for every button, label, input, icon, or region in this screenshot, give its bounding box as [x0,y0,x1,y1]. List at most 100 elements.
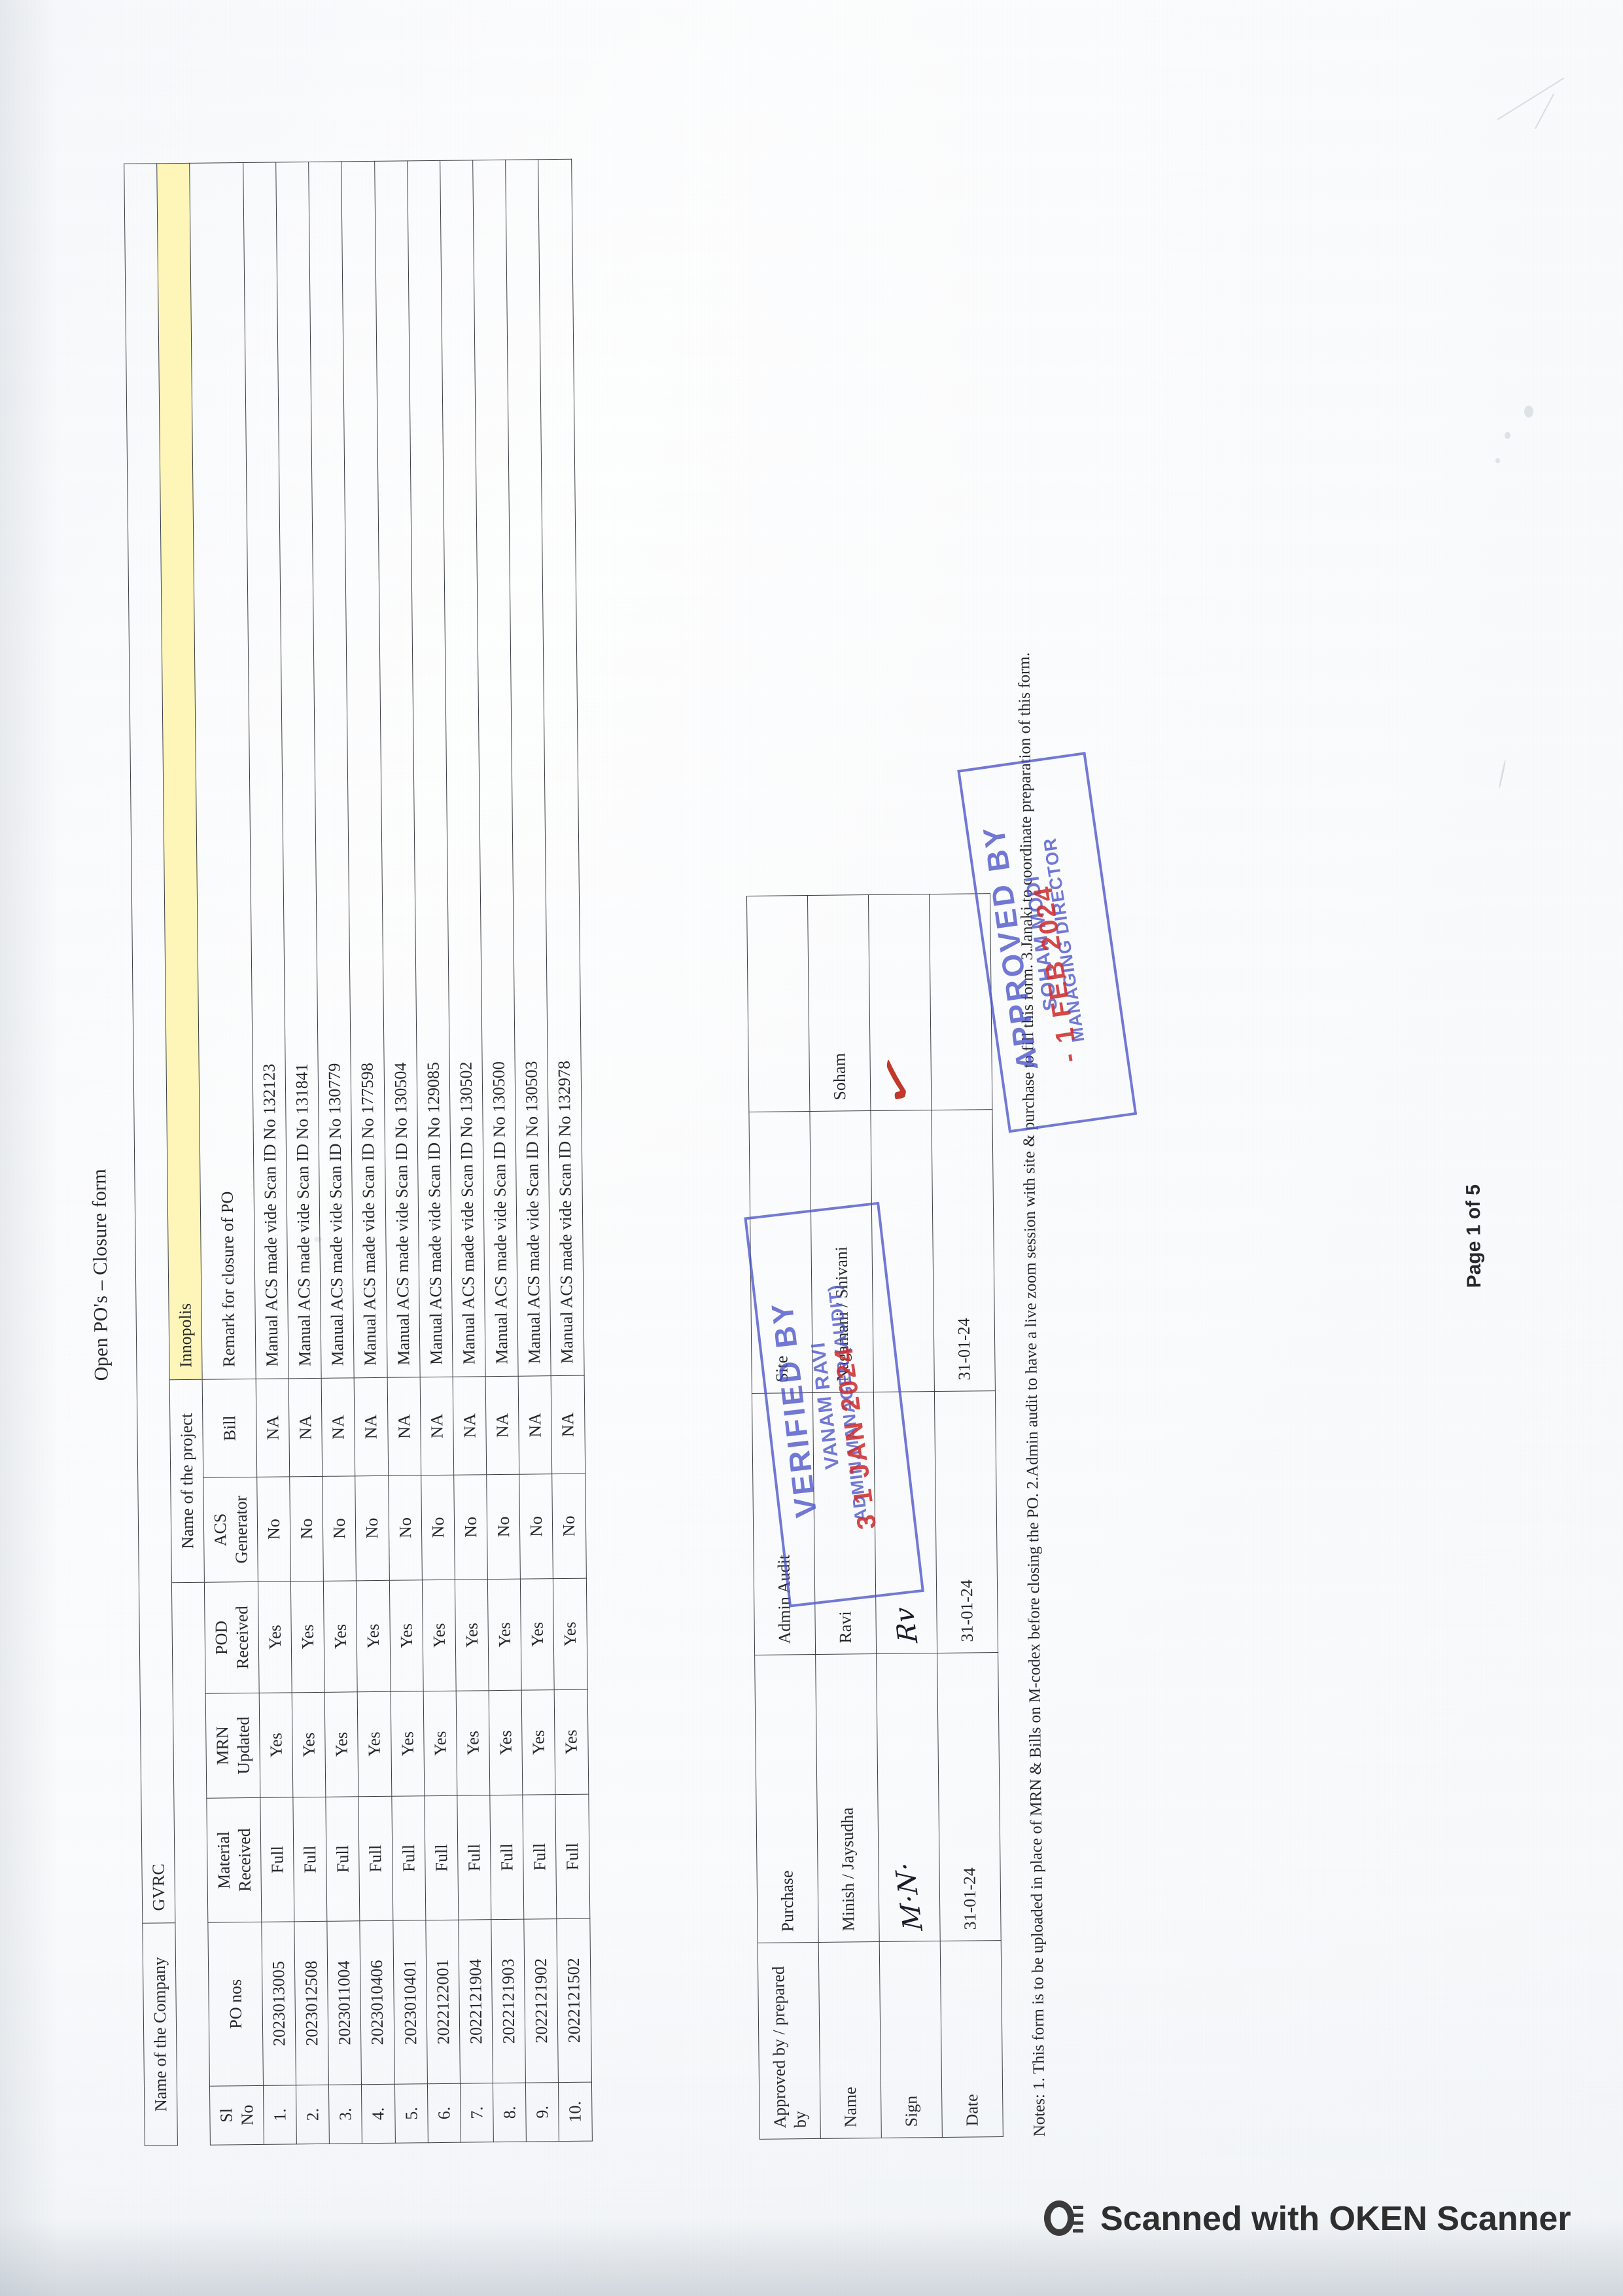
cell-po: 2022121903 [491,1919,526,2083]
cell-po: 2023010401 [393,1920,428,2085]
scanner-watermark-text: Scanned with OKEN Scanner [1100,2200,1571,2238]
cell-pod: Yes [323,1580,358,1693]
signature-header-prepared-by: Approved by / prepared by [758,1942,821,2140]
cell-pod: Yes [455,1579,489,1691]
signature-cell-site: 31-01-24 [931,1109,996,1392]
page-title: Open PO's – Closure form [88,1168,113,1381]
cell-acs: No [322,1475,357,1581]
col-header-mrn-line2: Updated [233,1716,253,1775]
closure-form-sheet: Open PO's – Closure form Page 1 of 5 Nam… [38,63,1584,2232]
cell-acs: No [256,1476,291,1582]
cell-po: 2023010406 [360,1920,394,2085]
cell-acs: No [388,1475,423,1581]
cell-pod: Yes [520,1578,555,1691]
company-label-cell: Name of the Company [142,1922,178,2146]
cell-material: Full [555,1794,590,1919]
cell-po: 2023013005 [261,1921,296,2086]
scan-speck [1505,432,1510,439]
cell-po: 2022122001 [425,1920,461,2084]
cell-sl: 9. [525,2082,559,2142]
cell-bill: NA [485,1376,519,1475]
oken-logo-icon [1044,2199,1083,2238]
cell-pod: Yes [422,1580,457,1691]
cell-pod: Yes [389,1580,423,1692]
cell-bill: NA [453,1376,487,1475]
cell-bill: NA [518,1375,553,1475]
cell-mrn: Yes [258,1692,293,1798]
col-header-pod: POD Received [204,1581,259,1694]
signature-cell-purchase-handwriting: M·N· [889,1861,930,1932]
col-header-po: PO nos [208,1922,264,2087]
cell-material: Full [325,1796,360,1922]
cell-material: Full [523,1794,557,1920]
cell-mrn: Yes [456,1690,490,1796]
cell-sl: 6. [427,2083,461,2143]
cell-bill: NA [551,1375,585,1474]
cell-bill: NA [419,1377,454,1475]
cell-acs: No [421,1475,455,1580]
cell-acs: No [453,1474,488,1580]
cell-po: 2023011004 [326,1920,362,2085]
cell-pod: Yes [553,1578,587,1690]
cell-pod: Yes [290,1581,325,1693]
cell-sl: 3. [328,2084,362,2144]
cell-bill: NA [387,1377,421,1476]
signature-cell-admin-audit: 31-01-24 [934,1390,998,1653]
po-closure-table: Name of the Company GVRC Name of the pro… [124,159,593,2146]
signature-cell-admin-audit-handwriting: Rv [888,1606,924,1644]
cell-sl: 5. [394,2083,428,2144]
cell-pod: Yes [356,1580,391,1692]
col-header-material-line2: Received [234,1828,254,1892]
cell-material: Full [424,1795,459,1920]
col-header-mrn-line1: MRN [213,1726,233,1765]
cell-mrn: Yes [554,1689,589,1795]
col-header-sl: Sl No [209,2085,264,2146]
cell-acs: No [289,1476,324,1581]
cell-acs: No [486,1474,521,1580]
form-notes: Notes: 1. This form is to be uploaded in… [1015,652,1049,2137]
col-header-acs: ACS Generator [203,1477,258,1583]
cell-sl: 1. [263,2085,297,2145]
cell-po: 2023012508 [294,1921,329,2085]
signature-cell-purchase: 31-01-24 [937,1652,1002,1941]
cell-mrn: Yes [423,1691,457,1796]
col-header-acs-line1: ACS [211,1513,230,1547]
cell-bill: NA [354,1377,389,1476]
signature-row-label: Name [818,1941,882,2139]
cell-bill: NA [255,1378,290,1477]
cell-pod: Yes [487,1579,522,1691]
scanner-watermark: Scanned with OKEN Scanner [1044,2199,1571,2238]
cell-mrn: Yes [292,1692,326,1797]
signature-cell-purchase: M·N· [876,1653,941,1942]
cell-bill: NA [288,1378,323,1477]
signature-row: Date 31-01-24 31-01-24 31-01-24 [929,893,1003,2138]
cell-material: Full [391,1795,426,1921]
cell-sl: 2. [296,2085,330,2144]
signature-header-purchase: Purchase [754,1654,819,1943]
col-header-mrn: MRN Updated [205,1693,260,1799]
signature-cell-purchase: Minish / Jaysudha [815,1653,880,1943]
cell-mrn: Yes [357,1691,392,1797]
col-header-acs-line2: Generator [231,1495,251,1564]
signature-row-label: Date [940,1940,1003,2138]
signature-header-approver [746,895,810,1112]
cell-sl: 10. [558,2082,593,2142]
col-header-sl-line2: No [237,2104,257,2126]
scan-speck [1524,406,1533,417]
page-number: Page 1 of 5 [1462,1184,1486,1288]
signature-row-label: Sign [879,1941,943,2138]
signature-cell-approver-handwriting: ✓ [864,1044,931,1116]
po-table-body: 1. 2023013005 Full Yes Yes No NA Manual ACS mad… [243,159,593,2145]
cell-pod: Yes [258,1581,292,1693]
col-header-bill: Bill [202,1379,257,1478]
project-label-cell: Name of the project [169,1379,205,1583]
col-header-pod-line2: Received [232,1606,252,1670]
cell-material: Full [292,1797,327,1922]
cell-mrn: Yes [521,1689,556,1795]
cell-material: Full [358,1796,393,1921]
col-header-material: Material Received [207,1797,262,1923]
cell-mrn: Yes [324,1691,359,1797]
cell-acs: No [355,1475,389,1581]
cell-sl: 7. [460,2083,494,2143]
cell-mrn: Yes [390,1691,425,1797]
